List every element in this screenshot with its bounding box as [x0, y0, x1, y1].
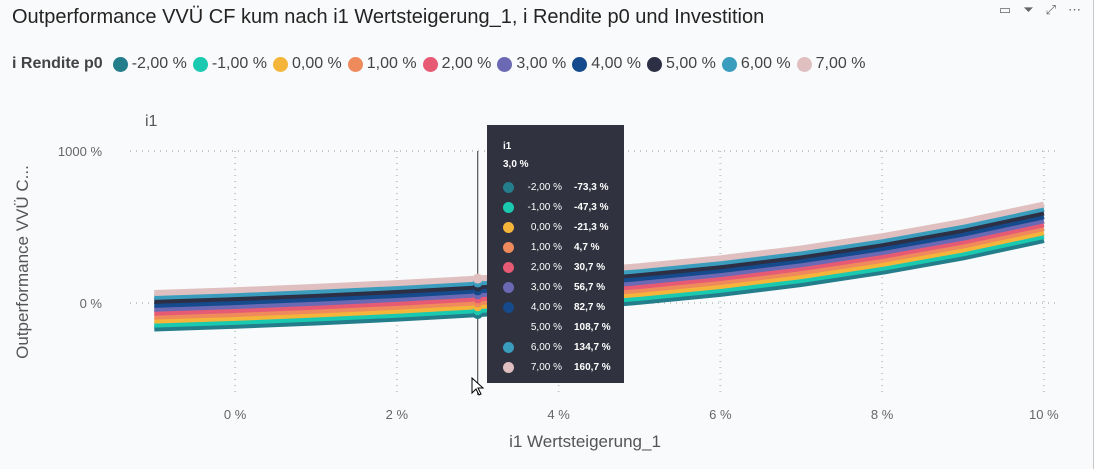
tooltip-row: 2,00 % 30,7 %: [503, 257, 624, 277]
tooltip-row: 0,00 % -21,3 %: [503, 217, 624, 237]
legend-marker: [721, 56, 737, 72]
legend-item[interactable]: 4,00 %: [572, 55, 641, 73]
legend-label: 5,00 %: [666, 55, 716, 72]
legend-item[interactable]: -2,00 %: [112, 55, 187, 73]
tooltip-value: 82,7 %: [574, 301, 606, 313]
legend-item[interactable]: 1,00 %: [347, 55, 417, 73]
legend-item[interactable]: 0,00 %: [272, 55, 342, 73]
legend-title: i Rendite p0: [12, 55, 103, 72]
x-tick-label: 0 %: [224, 407, 247, 422]
tooltip-label: 5,00 %: [530, 321, 562, 333]
focus-mode-icon[interactable]: ⤢: [1045, 2, 1056, 17]
x-tick-label: 4 %: [547, 407, 570, 422]
legend-marker: [796, 56, 812, 72]
tooltip-row: -1,00 % -47,3 %: [503, 197, 624, 217]
legend-marker: [497, 56, 513, 72]
x-tick-label: 10 %: [1029, 407, 1059, 422]
mouse-cursor-icon: [471, 376, 485, 396]
tooltip-marker: [503, 221, 514, 233]
chart-title: Outperformance VVÜ CF kum nach i1 Wertst…: [12, 6, 765, 28]
hover-point: [472, 273, 483, 284]
tooltip-marker: [503, 322, 514, 333]
tooltip-marker: [503, 361, 514, 373]
tooltip-value: 56,7 %: [574, 281, 606, 293]
legend-marker: [272, 56, 288, 72]
x-tick-label: 8 %: [871, 407, 894, 422]
tooltip-value: 4,7 %: [574, 241, 600, 253]
comment-icon[interactable]: ▭: [998, 2, 1012, 17]
legend-marker: [347, 56, 363, 72]
legend-item[interactable]: 7,00 %: [796, 55, 866, 73]
visual-header-icons: ▭ ⏷ ⤢ ⋯: [999, 2, 1081, 18]
tooltip-marker: [503, 301, 514, 313]
tooltip-row: 5,00 % 108,7 %: [503, 317, 624, 337]
tooltip-label: -2,00 %: [527, 181, 562, 193]
legend-label: 0,00 %: [291, 55, 342, 72]
legend-marker: [192, 56, 208, 72]
tooltip-marker: [503, 261, 514, 273]
more-options-icon[interactable]: ⋯: [1068, 2, 1081, 17]
tooltip-marker: [503, 341, 514, 353]
tooltip-label: 1,00 %: [530, 241, 562, 253]
tooltip-label: 6,00 %: [530, 341, 562, 353]
tooltip-value: -21,3 %: [574, 221, 609, 233]
legend-label: 3,00 %: [516, 55, 567, 72]
tooltip-row: 4,00 % 82,7 %: [503, 297, 624, 317]
axis-title-top: i1: [145, 113, 158, 130]
x-tick-label: 6 %: [709, 407, 732, 422]
legend-marker: [647, 56, 663, 72]
legend-label: 2,00 %: [441, 55, 492, 72]
legend-marker: [572, 56, 588, 72]
legend-marker: [422, 56, 438, 72]
tooltip-label: 3,00 %: [530, 281, 562, 293]
tooltip-row: 7,00 % 160,7 %: [503, 357, 624, 377]
tooltip-label: -1,00 %: [527, 201, 562, 213]
legend-item[interactable]: 6,00 %: [721, 55, 791, 73]
tooltip-label: 4,00 %: [530, 301, 562, 313]
x-axis-title: i1 Wertsteigerung_1: [509, 432, 661, 451]
tooltip-value: 160,7 %: [574, 361, 611, 373]
tooltip-value: 134,7 %: [574, 341, 611, 353]
tooltip-label: 2,00 %: [530, 261, 562, 273]
y-axis-title: Outperformance VVÜ C...: [13, 165, 32, 359]
tooltip-row: 6,00 % 134,7 %: [503, 337, 624, 357]
legend-label: 7,00 %: [815, 55, 866, 72]
legend-item[interactable]: 2,00 %: [422, 55, 492, 73]
tooltip-label: 7,00 %: [530, 361, 562, 373]
tooltip-value: -47,3 %: [574, 201, 609, 213]
tooltip-row: 1,00 % 4,7 %: [503, 237, 624, 257]
tooltip-row: 3,00 % 56,7 %: [503, 277, 624, 297]
legend-label: -1,00 %: [211, 55, 267, 72]
legend-marker: [112, 56, 128, 72]
legend-label: 4,00 %: [591, 55, 642, 72]
tooltip-label: 0,00 %: [530, 221, 562, 233]
legend: i Rendite p0 -2,00 % -1,00 % 0,00 % 1,00 % 2…: [12, 55, 871, 73]
legend-item[interactable]: 5,00 %: [647, 55, 716, 73]
y-tick-label: 1000 %: [58, 144, 103, 159]
tooltip-marker: [503, 201, 514, 213]
legend-label: 6,00 %: [740, 55, 791, 72]
tooltip: i1 3,0 % -2,00 % -73,3 % -1,00 % -47,3 % 0,0…: [487, 125, 624, 383]
tooltip-value: 108,7 %: [574, 321, 611, 333]
tooltip-x-value: 3,0 %: [503, 159, 529, 170]
legend-item[interactable]: 3,00 %: [497, 55, 566, 73]
legend-label: 1,00 %: [366, 55, 417, 72]
legend-item[interactable]: -1,00 %: [192, 55, 267, 73]
tooltip-marker: [503, 281, 514, 293]
y-tick-label: 0 %: [80, 296, 103, 311]
filter-icon[interactable]: ⏷: [1023, 2, 1034, 17]
x-tick-label: 2 %: [386, 407, 409, 422]
tooltip-row: -2,00 % -73,3 %: [503, 177, 624, 197]
tooltip-marker: [503, 241, 514, 253]
tooltip-value: 30,7 %: [574, 261, 606, 273]
tooltip-marker: [503, 181, 514, 193]
tooltip-field: i1: [503, 141, 512, 152]
legend-label: -2,00 %: [131, 55, 187, 72]
tooltip-value: -73,3 %: [574, 181, 609, 193]
